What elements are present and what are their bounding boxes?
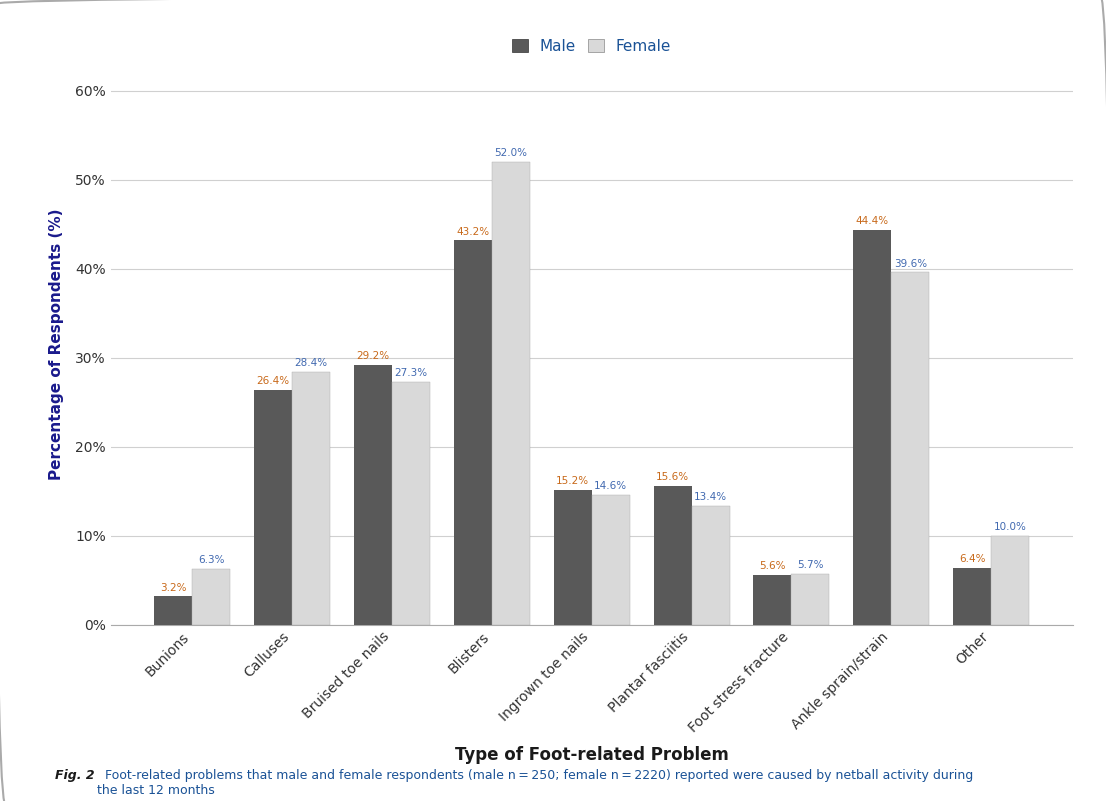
Bar [753, 575, 792, 625]
Bar [792, 574, 830, 625]
Text: 44.4%: 44.4% [856, 216, 889, 226]
Bar [254, 390, 292, 625]
Text: 39.6%: 39.6% [894, 259, 927, 269]
Bar [192, 569, 230, 625]
X-axis label: Type of Foot-related Problem: Type of Foot-related Problem [455, 746, 729, 764]
Text: 52.0%: 52.0% [494, 148, 528, 159]
Text: 10.0%: 10.0% [993, 522, 1026, 532]
Bar [854, 230, 891, 625]
Bar [492, 162, 530, 625]
Bar [292, 372, 330, 625]
Text: Foot-related problems that male and female respondents (male n = 250; female n =: Foot-related problems that male and fema… [97, 769, 973, 797]
Text: 6.3%: 6.3% [198, 555, 225, 566]
Bar [891, 272, 929, 625]
Bar [592, 495, 629, 625]
Text: 26.4%: 26.4% [257, 376, 290, 386]
Text: 29.2%: 29.2% [356, 352, 389, 361]
Bar [691, 505, 730, 625]
Y-axis label: Percentage of Respondents (%): Percentage of Respondents (%) [49, 209, 64, 480]
Text: 15.6%: 15.6% [656, 473, 689, 482]
Bar [392, 382, 430, 625]
Text: 15.2%: 15.2% [556, 476, 589, 486]
Text: 43.2%: 43.2% [457, 227, 490, 237]
Text: 5.6%: 5.6% [759, 562, 785, 571]
Text: 13.4%: 13.4% [693, 492, 727, 502]
Bar [991, 536, 1029, 625]
Text: 28.4%: 28.4% [294, 359, 327, 368]
Bar [453, 240, 492, 625]
Text: 6.4%: 6.4% [959, 554, 985, 564]
Text: 27.3%: 27.3% [395, 368, 428, 378]
Text: 3.2%: 3.2% [160, 583, 187, 593]
Text: 5.7%: 5.7% [797, 561, 824, 570]
Bar [953, 568, 991, 625]
Bar [654, 486, 691, 625]
Bar [155, 596, 192, 625]
Legend: Male, Female: Male, Female [507, 33, 677, 60]
Bar [354, 365, 392, 625]
Text: 14.6%: 14.6% [594, 481, 627, 491]
Text: Fig. 2: Fig. 2 [55, 769, 95, 782]
Bar [554, 489, 592, 625]
